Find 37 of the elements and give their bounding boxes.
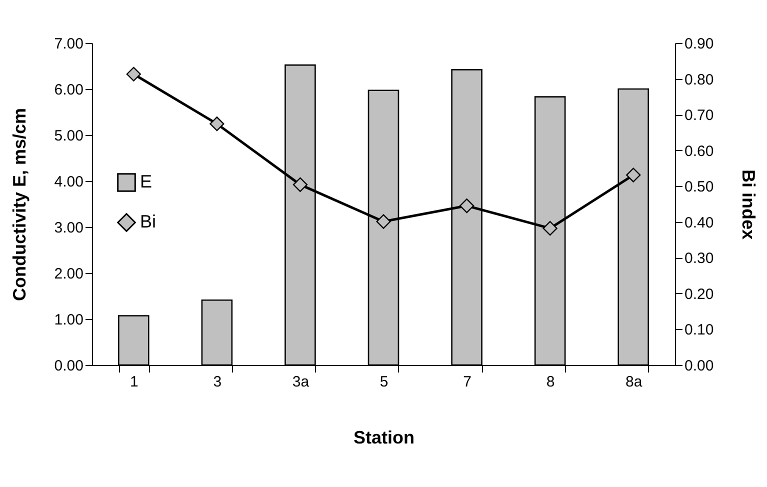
x-tick-label: 8a <box>626 374 643 390</box>
x-axis-title: Station <box>354 428 414 448</box>
y-tick-label: 1.00 <box>54 312 84 328</box>
y2-axis-title: Bi index <box>738 169 759 240</box>
x-tick-label: 8 <box>546 374 555 390</box>
y2-tick-label: 0.40 <box>684 214 714 232</box>
y2-tick-label: 0.50 <box>684 178 714 196</box>
point <box>292 177 308 192</box>
point <box>626 168 641 182</box>
y-axis-title: Conductivity E, ms/cm <box>9 108 30 302</box>
y-tick-label: 6.00 <box>54 82 84 98</box>
y-tick-label: 7.00 <box>54 36 84 52</box>
point <box>210 116 224 132</box>
x-tick-label: 5 <box>380 374 388 390</box>
y2-tick-label: 0.60 <box>684 142 714 160</box>
x-tick-label: 3 <box>213 374 222 390</box>
y2-tick-label: 0.00 <box>684 358 714 374</box>
y2-tick-label: 0.20 <box>684 286 714 303</box>
y2-tick-label: 0.70 <box>684 107 714 124</box>
y2-tick-label: 0.10 <box>684 322 714 339</box>
x-tick-label: 7 <box>463 374 472 390</box>
point <box>542 221 558 236</box>
y-tick-label: 0.00 <box>54 358 84 374</box>
x-tick-label: 1 <box>130 374 138 390</box>
y2-tick-label: 0.80 <box>684 71 714 88</box>
y-tick-label: 3.00 <box>54 220 84 236</box>
y2-tick-label: 0.90 <box>684 36 714 52</box>
x-tick-label: 3a <box>292 374 310 390</box>
point <box>126 66 141 82</box>
y2-tick-label: 0.30 <box>684 250 714 268</box>
y-tick-label: 2.00 <box>54 266 84 282</box>
legend-label: Bi <box>140 212 156 232</box>
y-tick-label: 5.00 <box>54 128 84 144</box>
point <box>376 214 391 229</box>
legend-label: E <box>140 172 152 192</box>
y-tick-label: 4.00 <box>54 174 84 190</box>
point <box>459 198 474 214</box>
